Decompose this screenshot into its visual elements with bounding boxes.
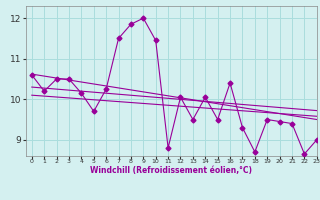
X-axis label: Windchill (Refroidissement éolien,°C): Windchill (Refroidissement éolien,°C) [90,166,252,175]
